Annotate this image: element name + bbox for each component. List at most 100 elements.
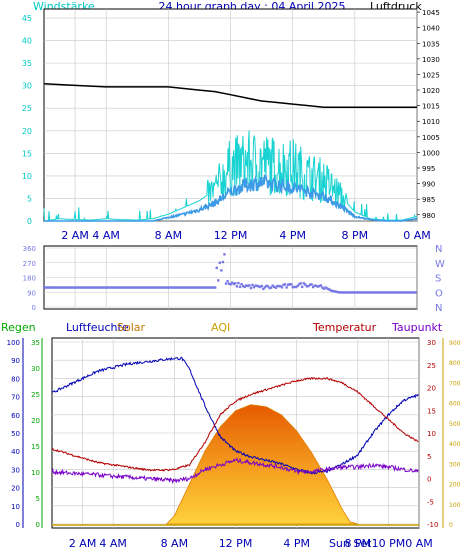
direction-point — [363, 291, 366, 294]
direction-point — [314, 284, 318, 287]
direction-point — [332, 289, 335, 293]
direction-point — [237, 281, 240, 285]
direction-point — [119, 286, 122, 289]
direction-point — [335, 290, 338, 293]
temperature-x-tick-label: Sun Set — [329, 537, 372, 550]
temperature-tick-label: 25 — [427, 362, 436, 370]
temperature-tick-label: -5 — [427, 498, 434, 506]
direction-point — [89, 286, 93, 289]
direction-point — [130, 286, 133, 289]
direction-point — [276, 284, 279, 288]
direction-y-tick-label: 270 — [23, 260, 36, 268]
pressure-tick-label: 1040 — [422, 25, 440, 33]
direction-point — [246, 284, 249, 288]
direction-point — [63, 286, 66, 289]
direction-point — [341, 291, 344, 294]
direction-point — [198, 286, 201, 289]
direction-point — [318, 284, 321, 288]
direction-point — [372, 291, 375, 294]
pressure-tick-label: 980 — [422, 212, 435, 220]
direction-point — [322, 287, 326, 290]
direction-point — [263, 286, 267, 289]
direction-y-tick-label: 360 — [23, 245, 36, 253]
humidity-tick-label: 10 — [11, 503, 20, 511]
direction-point — [150, 286, 153, 289]
direction-point — [300, 285, 304, 289]
direction-point — [207, 286, 211, 289]
direction-point — [232, 282, 236, 286]
direction-point — [108, 286, 111, 289]
direction-point — [61, 286, 65, 289]
dewpoint-line — [51, 457, 419, 485]
direction-point — [67, 286, 71, 289]
temperature-x-tick-label: 8 PM — [345, 537, 372, 550]
direction-point — [136, 286, 139, 289]
direction-point — [97, 286, 100, 289]
direction-point — [43, 286, 46, 289]
direction-point — [321, 286, 324, 289]
direction-point — [64, 286, 68, 289]
pressure-tick-label: 1010 — [422, 118, 440, 126]
direction-point — [238, 285, 242, 289]
direction-point — [164, 286, 167, 289]
direction-point — [366, 291, 369, 294]
pressure-tick-label: 1045 — [422, 9, 440, 17]
wind-y-tick-label: 15 — [22, 149, 32, 158]
direction-point — [280, 286, 284, 289]
temperature-tick-label: 15 — [427, 407, 436, 415]
direction-point — [251, 283, 254, 287]
temperature-line — [51, 376, 419, 472]
temperature-x-tick-label: 10 PM — [372, 537, 406, 550]
direction-point — [80, 286, 83, 289]
wind-y-tick-label: 20 — [22, 127, 32, 136]
direction-point — [328, 288, 332, 292]
pressure-tick-label: 1005 — [422, 134, 440, 142]
direction-point — [55, 286, 58, 289]
direction-point — [134, 286, 138, 289]
pressure-tick-label: 1020 — [422, 87, 440, 95]
direction-point — [391, 291, 394, 294]
temperature-tick-label: 5 — [427, 453, 431, 461]
direction-point — [139, 286, 142, 289]
wind-x-tick-label: 8 AM — [155, 229, 183, 242]
direction-point — [173, 286, 176, 289]
direction-point — [313, 284, 316, 287]
rain-tick-label: 20 — [31, 417, 40, 425]
direction-point — [223, 253, 226, 256]
direction-point — [171, 286, 175, 289]
rain-tick-label: 25 — [31, 391, 40, 399]
direction-point — [350, 291, 354, 294]
direction-point — [165, 286, 169, 289]
direction-point — [86, 286, 89, 289]
humidity-tick-label: 0 — [16, 521, 20, 529]
wind-x-tick-label: 8 PM — [342, 229, 369, 242]
direction-point — [374, 291, 377, 294]
direction-point — [269, 286, 273, 289]
direction-point — [116, 286, 119, 289]
extra-tick-label: 100 — [449, 502, 461, 509]
direction-y-tick-label: 0 — [32, 304, 36, 312]
direction-point — [168, 286, 172, 289]
direction-point — [229, 283, 232, 286]
direction-point — [352, 291, 355, 294]
rain-tick-label: 15 — [31, 443, 40, 451]
temperature-tick-label: 0 — [427, 476, 431, 484]
wind-x-tick-label: 4 AM — [92, 229, 120, 242]
direction-point — [305, 285, 309, 288]
direction-point — [158, 286, 161, 289]
direction-point — [248, 284, 251, 287]
wind-y-tick-label: 30 — [22, 82, 32, 91]
direction-point — [91, 286, 94, 289]
wind-y-tick-label: 10 — [22, 172, 32, 181]
rain-tick-label: 5 — [36, 495, 40, 503]
direction-point — [92, 286, 96, 289]
direction-point — [204, 286, 208, 289]
extra-tick-label: 0 — [449, 522, 453, 529]
direction-point — [360, 291, 363, 294]
temperature-tick-label: 10 — [427, 430, 436, 438]
direction-point — [293, 285, 296, 289]
wind-average-line — [44, 173, 418, 222]
direction-point — [245, 284, 248, 287]
direction-point — [257, 285, 260, 288]
direction-point — [369, 291, 372, 294]
